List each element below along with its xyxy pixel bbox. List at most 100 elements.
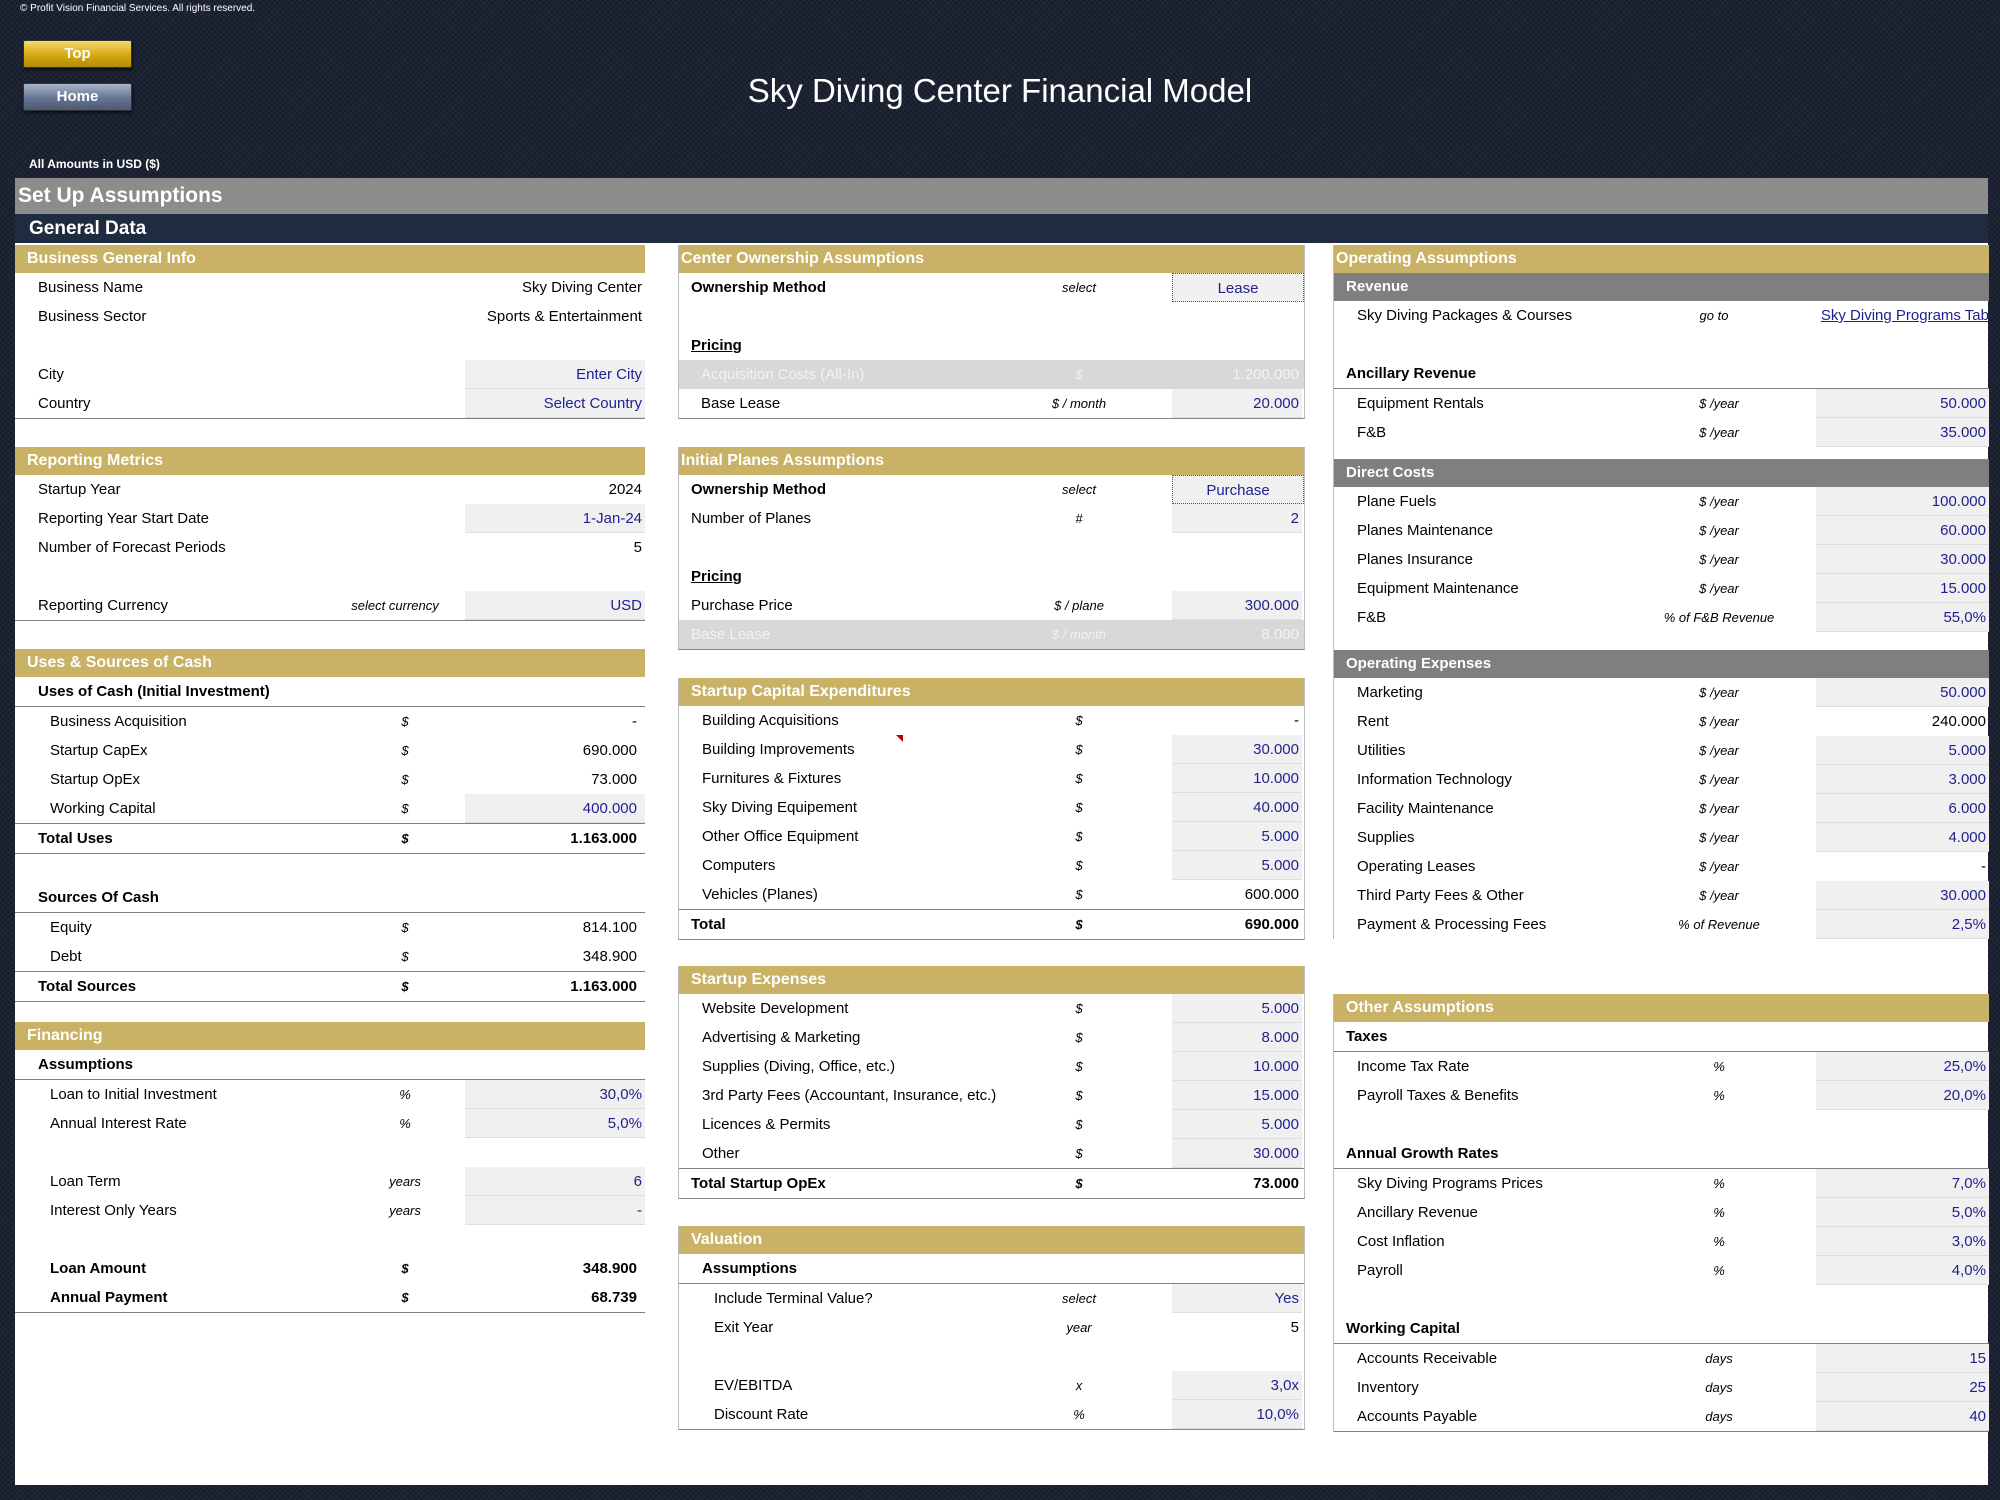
row-input[interactable]: 6.000	[1816, 794, 1989, 823]
row-label: Third Party Fees & Other	[1357, 887, 1524, 904]
base-lease-input[interactable]: 20.000	[1172, 389, 1302, 418]
working-capital-input[interactable]: 400.000	[465, 794, 645, 823]
row-input[interactable]: 50.000	[1816, 389, 1989, 418]
start-date-input[interactable]: 1-Jan-24	[465, 504, 645, 533]
city-input[interactable]: Enter City	[465, 360, 645, 389]
row-label: Include Terminal Value?	[714, 1290, 873, 1307]
row-input[interactable]: 10.000	[1172, 1052, 1302, 1081]
number-of-planes-input[interactable]: 2	[1172, 504, 1302, 533]
row-unit: $	[1075, 1117, 1083, 1132]
loan-to-investment-input[interactable]: 30,0%	[465, 1080, 645, 1109]
row-unit: $ /year	[1699, 743, 1739, 758]
row-label: Payment & Processing Fees	[1357, 916, 1547, 933]
row-input[interactable]: 5.000	[1816, 736, 1989, 765]
acquisition-costs-value: 1.200.000	[1232, 366, 1299, 383]
row-input[interactable]: 3.000	[1816, 765, 1989, 794]
row-input[interactable]: 5,0%	[1816, 1198, 1989, 1227]
discount-rate-input[interactable]: 10,0%	[1172, 1400, 1302, 1429]
row-input[interactable]: 5.000	[1172, 851, 1302, 880]
row-unit: $	[401, 1290, 409, 1305]
row-label: Loan to Initial Investment	[50, 1086, 217, 1103]
top-button[interactable]: Top	[23, 40, 132, 68]
row-input[interactable]: 60.000	[1816, 516, 1989, 545]
row-input[interactable]: 8.000	[1172, 1023, 1302, 1052]
row-value: -	[1981, 858, 1986, 875]
section-title: Startup Expenses	[679, 966, 1304, 994]
row-input[interactable]: 15.000	[1816, 574, 1989, 603]
programs-tab-link[interactable]: Sky Diving Programs Tab	[1820, 307, 1989, 324]
row-input[interactable]: 30.000	[1172, 1139, 1302, 1168]
row-input[interactable]: 5.000	[1172, 994, 1302, 1023]
row-label: Payroll	[1357, 1262, 1403, 1279]
interest-rate-input[interactable]: 5,0%	[465, 1109, 645, 1138]
section-title: Other Assumptions	[1334, 994, 1989, 1022]
row-input[interactable]: 30.000	[1172, 735, 1302, 764]
row-unit: %	[1713, 1263, 1725, 1278]
row-label: Purchase Price	[691, 597, 793, 614]
row-unit: $ / plane	[1054, 598, 1104, 613]
row-input[interactable]: 3,0%	[1816, 1227, 1989, 1256]
financing-section: Financing Assumptions Loan to Initial In…	[15, 1022, 645, 1313]
row-label: Furnitures & Fixtures	[702, 770, 842, 787]
startup-year-value[interactable]: 2024	[608, 481, 642, 498]
row-value: 73.000	[591, 771, 637, 788]
startup-capex-section: Startup Capital Expenditures Building Ac…	[678, 678, 1305, 940]
row-input[interactable]: 20,0%	[1816, 1081, 1989, 1110]
row-input[interactable]: 2,5%	[1816, 910, 1989, 939]
row-label: F&B	[1357, 609, 1387, 626]
row-input[interactable]: 15.000	[1172, 1081, 1302, 1110]
row-input[interactable]: 4.000	[1816, 823, 1989, 852]
row-label: Total Sources	[38, 978, 137, 995]
row-input[interactable]: 4,0%	[1816, 1256, 1989, 1285]
row-input[interactable]: 100.000	[1816, 487, 1989, 516]
row-input[interactable]: 50.000	[1816, 678, 1989, 707]
row-unit: $	[401, 831, 409, 846]
row-label: Total Uses	[38, 830, 113, 847]
row-input[interactable]: 40.000	[1172, 793, 1302, 822]
terminal-value-select[interactable]: Yes	[1172, 1284, 1302, 1313]
row-unit: $	[1075, 917, 1083, 932]
uses-sources-section: Uses & Sources of Cash Uses of Cash (Ini…	[15, 649, 645, 1002]
valuation-section: Valuation Assumptions Include Terminal V…	[678, 1226, 1305, 1430]
row-input[interactable]: 25	[1816, 1373, 1989, 1402]
ev-ebitda-input[interactable]: 3,0x	[1172, 1371, 1302, 1400]
row-unit: $ /year	[1699, 714, 1739, 729]
row-input[interactable]: 5.000	[1172, 1110, 1302, 1139]
business-name-value[interactable]: Sky Diving Center	[521, 279, 642, 296]
row-label: Reporting Currency	[38, 597, 169, 614]
loan-term-input[interactable]: 6	[465, 1167, 645, 1196]
row-input[interactable]: 30.000	[1816, 545, 1989, 574]
pricing-heading: Pricing	[691, 337, 742, 354]
row-input[interactable]: 30.000	[1816, 881, 1989, 910]
row-unit: $	[401, 743, 409, 758]
section-title: Initial Planes Assumptions	[679, 447, 1304, 475]
row-input[interactable]: 10.000	[1172, 764, 1302, 793]
row-unit: years	[389, 1174, 421, 1189]
row-input[interactable]: 55,0%	[1816, 603, 1989, 632]
row-input[interactable]: 25,0%	[1816, 1052, 1989, 1081]
row-input[interactable]: 40	[1816, 1402, 1989, 1431]
forecast-periods-value[interactable]: 5	[633, 539, 642, 556]
home-button[interactable]: Home	[23, 83, 132, 111]
interest-only-input[interactable]: -	[465, 1196, 645, 1225]
row-label: Website Development	[702, 1000, 849, 1017]
row-input[interactable]: 7,0%	[1816, 1169, 1989, 1198]
row-label: Reporting Year Start Date	[38, 510, 209, 527]
purchase-price-input[interactable]: 300.000	[1172, 591, 1302, 620]
row-label: Business Acquisition	[50, 713, 187, 730]
section-title: Uses & Sources of Cash	[15, 649, 645, 677]
country-select[interactable]: Select Country	[465, 389, 645, 418]
row-unit: $	[401, 920, 409, 935]
exit-year-value: 5	[1290, 1319, 1299, 1336]
row-label: Plane Fuels	[1357, 493, 1437, 510]
row-label: Payroll Taxes & Benefits	[1357, 1087, 1519, 1104]
row-input[interactable]: 15	[1816, 1344, 1989, 1373]
business-sector-value[interactable]: Sports & Entertainment	[486, 308, 642, 325]
plane-ownership-select[interactable]: Purchase	[1172, 475, 1304, 504]
row-input[interactable]: 35.000	[1816, 418, 1989, 447]
row-label: F&B	[1357, 424, 1387, 441]
currency-select[interactable]: USD	[465, 591, 645, 620]
ownership-method-select[interactable]: Lease	[1172, 273, 1304, 302]
row-input[interactable]: 5.000	[1172, 822, 1302, 851]
row-unit: $ /year	[1699, 494, 1739, 509]
